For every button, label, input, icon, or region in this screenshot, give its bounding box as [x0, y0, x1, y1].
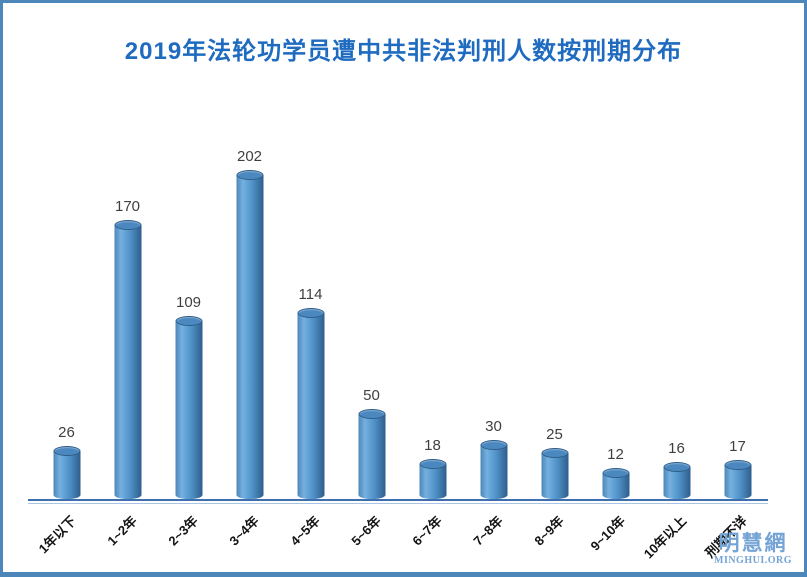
minghui-logo-text: 明慧網 [718, 531, 788, 555]
cylinder-top-ellipse [541, 448, 568, 458]
bar-value-label: 109 [175, 294, 202, 311]
bar-cylinder [724, 460, 751, 499]
bar-group-3: 109 [158, 3, 219, 499]
x-axis-label: 5~6年 [348, 513, 385, 549]
x-axis-label: 1~2年 [104, 513, 141, 549]
cylinder-top-ellipse [114, 220, 141, 230]
cylinder-top-ellipse [419, 459, 446, 469]
bar-group-6: 50 [341, 3, 402, 499]
bar-cylinder [53, 446, 80, 499]
bar-cylinder [480, 440, 507, 499]
minghui-watermark: 明慧網 MINGHUI.ORG [714, 532, 792, 566]
bar-group-2: 170 [97, 3, 158, 499]
x-axis-label: 1年以下 [35, 513, 80, 557]
x-axis-label: 3~4年 [226, 513, 263, 549]
bar-group-9: 25 [524, 3, 585, 499]
x-axis-label: 10年以上 [640, 513, 690, 562]
plot-area: 26 170 109 202 114 50 18 30 25 12 16 17 [36, 3, 768, 499]
cylinder-top-ellipse [358, 409, 385, 419]
bar-value-label: 50 [363, 387, 380, 404]
x-axis-label: 9~10年 [587, 513, 629, 554]
bar-group-8: 30 [463, 3, 524, 499]
x-axis-label: 4~5年 [287, 513, 324, 549]
bar-group-5: 114 [280, 3, 341, 499]
bar-value-label: 12 [607, 446, 624, 463]
x-axis-line-shadow [28, 503, 768, 504]
bar-group-12: 17 [707, 3, 768, 499]
bar-cylinder [602, 468, 629, 499]
bar-value-label: 114 [298, 286, 323, 303]
bar-group-10: 12 [585, 3, 646, 499]
cylinder-top-ellipse [663, 462, 690, 472]
x-axis-labels: 1年以下 1~2年 2~3年 3~4年 4~5年 5~6年 6~7年 7~8年 8~9年 9~10… [36, 509, 768, 571]
bar-value-label: 30 [485, 418, 502, 435]
bar-cylinder [236, 170, 263, 499]
bar-value-label: 18 [424, 437, 441, 454]
cylinder-top-ellipse [724, 460, 751, 470]
cylinder-top-ellipse [297, 308, 324, 318]
bar-value-label: 17 [729, 438, 746, 455]
bar-group-4: 202 [219, 3, 280, 499]
bar-cylinder [541, 448, 568, 499]
x-axis-label: 6~7年 [409, 513, 446, 549]
bar-group-11: 16 [646, 3, 707, 499]
bar-value-label: 26 [58, 424, 75, 441]
cylinder-top-ellipse [480, 440, 507, 450]
cylinder-top-ellipse [175, 316, 202, 326]
cylinder-top-ellipse [236, 170, 263, 180]
bar-value-label: 25 [546, 426, 563, 443]
bar-cylinder [114, 220, 141, 499]
bar-group-1: 26 [36, 3, 97, 499]
minghui-site-text: MINGHUI.ORG [714, 555, 792, 566]
bar-cylinder [175, 316, 202, 499]
x-axis-label: 8~9年 [531, 513, 568, 549]
x-axis-line [28, 499, 768, 501]
bar-cylinder [297, 308, 324, 499]
cylinder-top-ellipse [602, 468, 629, 478]
bar-cylinder [358, 409, 385, 499]
bar-value-label: 170 [114, 198, 141, 215]
bar-value-label: 202 [236, 148, 263, 165]
bar-cylinder [663, 462, 690, 499]
x-axis-label: 2~3年 [165, 513, 202, 549]
chart-title: 2019年法轮功学员遭中共非法判刑人数按刑期分布 [124, 38, 683, 65]
x-axis-label: 7~8年 [470, 513, 507, 549]
bar-value-label: 16 [668, 440, 685, 457]
bar-group-7: 18 [402, 3, 463, 499]
bar-cylinder [419, 459, 446, 499]
cylinder-top-ellipse [53, 446, 80, 456]
